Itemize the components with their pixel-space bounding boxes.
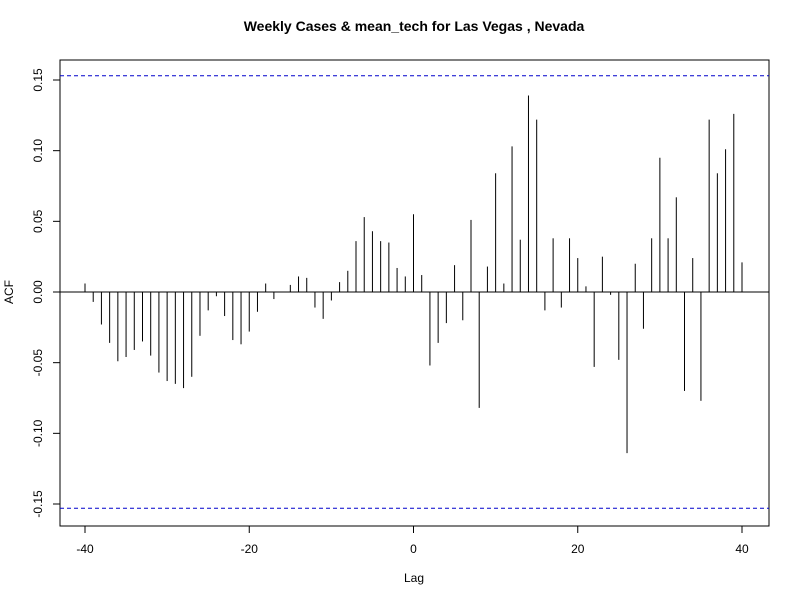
y-tick-label: 0.05 — [31, 209, 45, 233]
plot-frame — [59, 59, 770, 527]
x-axis-label: Lag — [404, 571, 424, 585]
x-tick-label: 40 — [735, 542, 749, 556]
chart-title: Weekly Cases & mean_tech for Las Vegas ,… — [244, 18, 585, 34]
y-tick-label: -0.05 — [31, 349, 45, 377]
y-axis-label: ACF — [2, 280, 16, 304]
y-tick-label: 0.15 — [31, 68, 45, 92]
y-tick-label: -0.10 — [31, 419, 45, 447]
x-tick-label: 20 — [571, 542, 585, 556]
chart-axes: -40 -20 0 20 40 -0.15 -0.10 -0.05 0.00 0.05 0.10 0.… — [31, 68, 749, 556]
chart-marks — [60, 75, 769, 509]
x-tick-label: -40 — [76, 542, 94, 556]
x-tick-label: -20 — [241, 542, 259, 556]
y-tick-label: -0.15 — [31, 490, 45, 518]
y-tick-label: 0.00 — [31, 280, 45, 304]
y-tick-label: 0.10 — [31, 139, 45, 163]
x-tick-label: 0 — [410, 542, 417, 556]
